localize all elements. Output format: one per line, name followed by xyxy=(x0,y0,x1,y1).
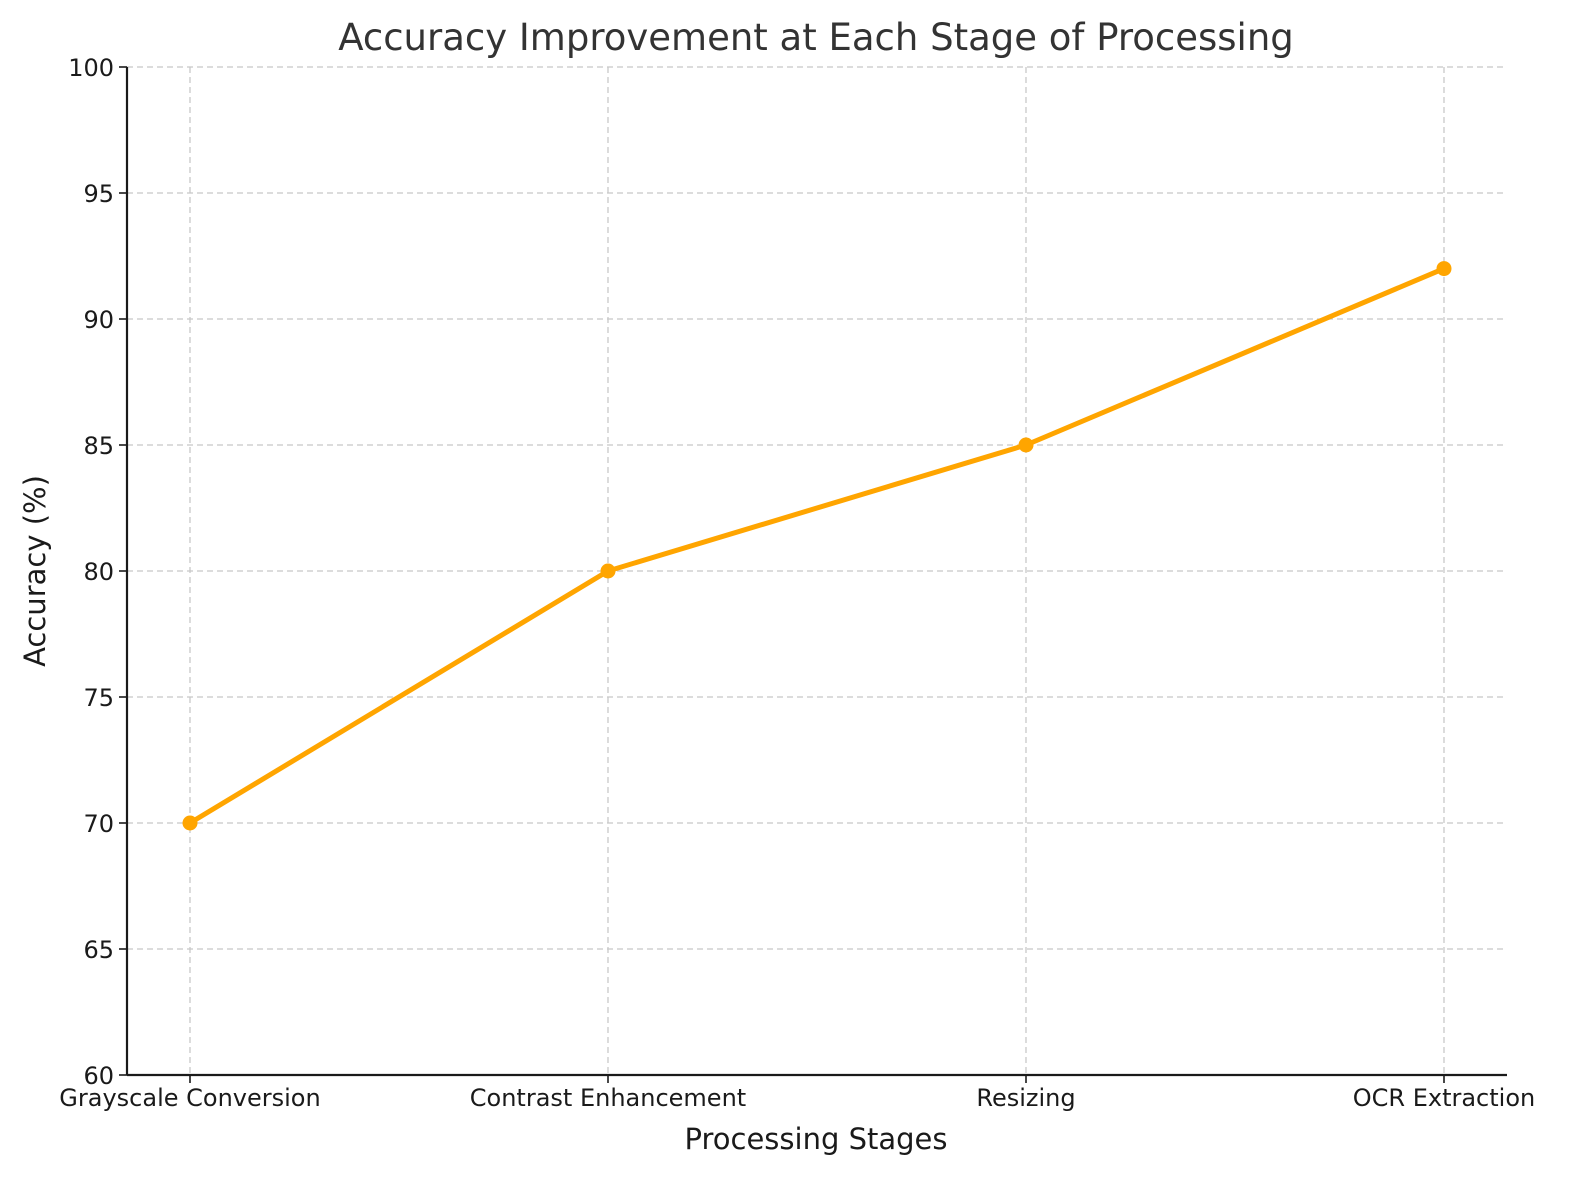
y-tick-label: 75 xyxy=(83,684,114,712)
x-axis-label: Processing Stages xyxy=(685,1122,948,1156)
y-tick-label: 90 xyxy=(83,306,114,334)
x-tick-label: Grayscale Conversion xyxy=(59,1084,320,1112)
y-tick-label: 85 xyxy=(83,432,114,460)
grid-lines xyxy=(127,66,1507,1075)
y-tick-label: 70 xyxy=(83,810,114,838)
y-tick-label: 100 xyxy=(68,54,114,82)
x-tick-label: Resizing xyxy=(976,1084,1075,1112)
tick-labels: 60 65 70 75 80 85 90 95 100 Grayscale Conversion C… xyxy=(59,54,1535,1112)
x-tick-label: Contrast Enhancement xyxy=(470,1084,746,1112)
y-tick-label: 95 xyxy=(83,180,114,208)
chart-title: Accuracy Improvement at Each Stage of Pr… xyxy=(338,16,1294,59)
y-tick-label: 65 xyxy=(83,936,114,964)
data-series xyxy=(182,261,1452,831)
series-line xyxy=(187,266,1447,826)
data-point xyxy=(600,563,616,579)
data-point xyxy=(1018,437,1034,453)
y-tick-label: 60 xyxy=(83,1062,114,1090)
y-axis-label: Accuracy (%) xyxy=(18,475,52,667)
data-point xyxy=(182,815,198,831)
data-point xyxy=(1436,261,1452,277)
y-tick-label: 80 xyxy=(83,558,114,586)
x-tick-label: OCR Extraction xyxy=(1353,1084,1535,1112)
